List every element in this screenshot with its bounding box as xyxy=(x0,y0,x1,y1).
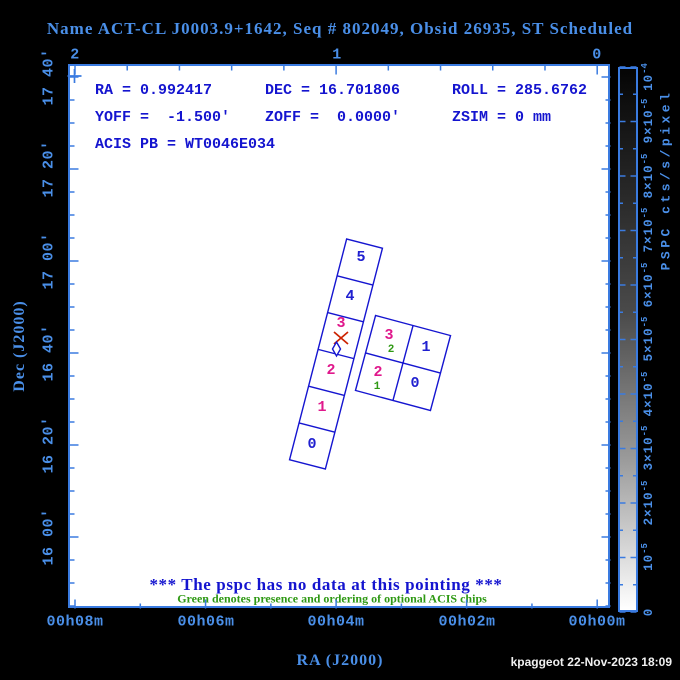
colorbar-tick-label: 7×10-5 xyxy=(639,207,657,253)
top-axis-tick-label: 1 xyxy=(332,46,342,64)
colorbar-tick-label: 10-5 xyxy=(639,543,657,571)
ra-value: RA = 0.992417 xyxy=(95,82,213,99)
x-tick-label: 00h08m xyxy=(46,613,104,631)
y-tick-label: 16 00' xyxy=(40,508,58,566)
y-tick-label: 17 40' xyxy=(40,48,58,106)
x-tick-label: 00h06m xyxy=(177,613,235,631)
x-tick-label: 00h02m xyxy=(438,613,496,631)
y-tick-label: 17 20' xyxy=(40,140,58,198)
acis-pb-value: ACIS PB = WT0046E034 xyxy=(95,136,276,153)
x-tick-label: 00h00m xyxy=(568,613,626,631)
user-timestamp: kpaggeot 22-Nov-2023 18:09 xyxy=(510,655,672,669)
x-axis-title: RA (J2000) xyxy=(296,652,384,669)
x-tick-label: 00h04m xyxy=(307,613,365,631)
colorbar-tick-label: 2×10-5 xyxy=(639,480,657,526)
colorbar-tick-label: 8×10-5 xyxy=(639,153,657,199)
dec-value: DEC = 16.701806 xyxy=(265,82,401,99)
top-axis-tick-label: 0 xyxy=(592,46,602,64)
y-tick-label: 16 20' xyxy=(40,416,58,474)
roll-value: ROLL = 285.6762 xyxy=(452,82,588,99)
colorbar-tick-label: 4×10-5 xyxy=(639,371,657,417)
top-axis-tick-label: 2 xyxy=(70,46,80,64)
colorbar-tick-label: 0 xyxy=(642,607,657,617)
colorbar-tick-label: 5×10-5 xyxy=(639,316,657,362)
pspc-colorbar xyxy=(618,67,638,612)
colorbar-tick-label: 9×10-5 xyxy=(639,98,657,144)
window-title: Name ACT-CL J0003.9+1642, Seq # 802049, … xyxy=(46,19,634,38)
yoff-value: YOFF = -1.500' xyxy=(95,109,231,126)
colorbar-tick-label: 10-4 xyxy=(639,63,657,91)
pspc-no-data-message: *** The pspc has no data at this pointin… xyxy=(149,575,503,594)
colorbar-tick-label: 6×10-5 xyxy=(639,262,657,308)
zoff-value: ZOFF = 0.0000' xyxy=(265,109,401,126)
optional-chips-note: Green denotes presence and ordering of o… xyxy=(177,591,487,606)
y-tick-label: 16 40' xyxy=(40,324,58,382)
zsim-value: ZSIM = 0 mm xyxy=(452,109,552,126)
colorbar-tick-label: 3×10-5 xyxy=(639,425,657,471)
y-axis-title: Dec (J2000) xyxy=(11,300,28,392)
y-tick-label: 17 00' xyxy=(40,232,58,290)
colorbar-title: PSPC cts/s/pixel xyxy=(658,89,674,271)
